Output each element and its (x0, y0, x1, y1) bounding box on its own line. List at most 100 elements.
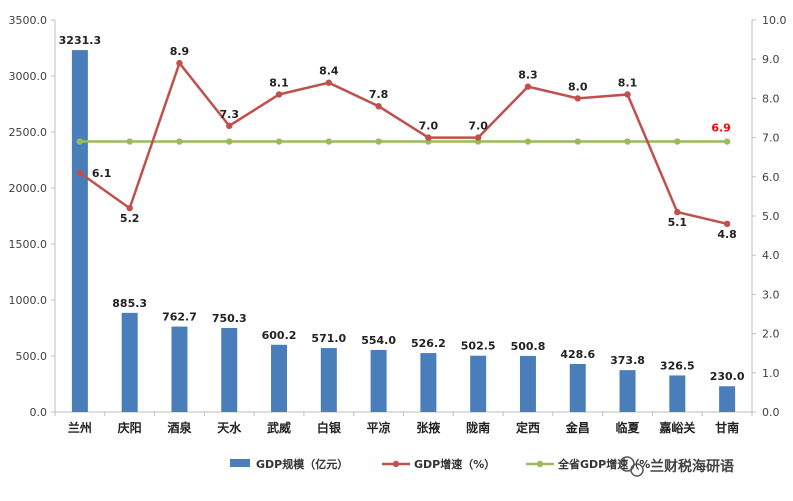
y-right-tick-label: 3.0 (762, 288, 780, 301)
y-left-tick-label: 2500.0 (9, 126, 48, 139)
bar-value-label: 502.5 (461, 340, 496, 353)
series-point (76, 169, 84, 177)
y-right-tick-label: 10.0 (762, 14, 787, 27)
line-value-label: 5.2 (120, 212, 140, 225)
legend-label: GDP规模（亿元） (256, 457, 348, 471)
line-value-label: 6.1 (92, 167, 112, 180)
y-left-tick-label: 0.0 (30, 406, 48, 419)
bar (271, 344, 288, 412)
bar-value-label: 762.7 (162, 311, 197, 324)
series-point (226, 138, 233, 145)
bar-value-label: 750.3 (212, 312, 247, 325)
legend: GDP规模（亿元） GDP增速（%） 全省GDP增速（% (230, 457, 650, 471)
series-point (176, 138, 183, 145)
series-point (275, 91, 283, 98)
y-left-tick-label: 1500.0 (9, 238, 48, 251)
y-right-tick-label: 9.0 (762, 53, 780, 66)
bars (71, 50, 736, 413)
legend-label: GDP增速（%） (414, 457, 495, 471)
wechat-icon (619, 456, 644, 477)
data-labels: 3231.3 885.3 762.7 750.3 600.2 571.0 554.0 526.… (59, 34, 745, 383)
line-value-label: 7.8 (369, 88, 389, 101)
series-point (574, 138, 581, 145)
x-tick-label: 定西 (516, 420, 540, 435)
bar-value-label: 428.6 (560, 348, 595, 361)
bar (519, 355, 536, 412)
series-point (126, 204, 133, 212)
y-right-tick-label: 7.0 (762, 132, 780, 145)
x-tick-label: 天水 (217, 420, 242, 435)
x-tick-label: 临夏 (616, 420, 641, 435)
bar-value-label: 230.0 (710, 370, 745, 383)
series-point (275, 138, 283, 145)
series-line (79, 60, 728, 226)
x-tick-label: 平凉 (367, 420, 391, 435)
line-value-label: 7.0 (419, 120, 439, 133)
line-value-label: 4.8 (717, 228, 737, 241)
bar-value-label: 554.0 (361, 334, 396, 347)
bar-value-label: 526.2 (411, 337, 446, 350)
y-left-tick-label: 3000.0 (9, 70, 48, 83)
bar-value-label: 326.5 (660, 359, 695, 372)
legend-marker (536, 460, 544, 468)
bar (470, 355, 487, 412)
axes: 0.0 500.0 1000.0 1500.0 2000.0 2500.0 3000.0 35… (9, 14, 787, 435)
y-right-tick-label: 6.0 (762, 171, 780, 184)
line-value-label: 8.4 (319, 65, 339, 78)
line-value-label: 8.0 (568, 80, 588, 93)
series-point (723, 138, 731, 145)
x-tick-label: 武威 (267, 420, 291, 435)
watermark-text: 兰财税海研语 (650, 458, 734, 475)
bar (569, 363, 586, 412)
y-right-tick-label: 0.0 (762, 406, 780, 419)
y-right-tick-label: 5.0 (762, 210, 780, 223)
series-point (624, 138, 631, 145)
bar (171, 326, 188, 412)
y-right-tick-label: 2.0 (762, 328, 780, 341)
bar-value-label: 500.8 (511, 340, 546, 353)
bar-value-label: 885.3 (112, 297, 147, 310)
y-right-tick-label: 8.0 (762, 92, 780, 105)
province-value-label: 6.9 (711, 122, 731, 135)
bar (719, 386, 736, 412)
series-point (325, 138, 333, 145)
line-value-label: 8.1 (618, 76, 638, 89)
y-left-tick-label: 3500.0 (9, 14, 48, 27)
series-point (126, 138, 133, 145)
series-point (76, 138, 84, 145)
bar (320, 348, 337, 412)
y-left-tick-label: 2000.0 (9, 182, 48, 195)
x-tick-label: 张掖 (416, 420, 440, 435)
bar (221, 327, 238, 412)
y-left-tick-label: 1000.0 (9, 294, 48, 307)
bar (420, 353, 437, 412)
series-point (524, 138, 532, 145)
series-point (375, 103, 382, 110)
x-tick-label: 酒泉 (167, 420, 192, 435)
line-value-label: 7.0 (468, 120, 488, 133)
line-value-label: 7.3 (220, 108, 240, 121)
series-point (624, 91, 631, 98)
x-tick-label: 嘉峪关 (658, 420, 695, 435)
line-value-label: 8.1 (269, 76, 289, 89)
series-point (375, 138, 382, 145)
series-point (176, 59, 183, 67)
series-point (674, 208, 681, 216)
series-point (226, 122, 233, 130)
series-point (425, 134, 432, 141)
line-value-label: 8.3 (518, 69, 538, 82)
series-point (524, 83, 532, 90)
bar (619, 370, 636, 412)
x-tick-label: 庆阳 (117, 420, 142, 435)
x-tick-label: 金昌 (565, 420, 590, 435)
lines (76, 59, 731, 228)
series-point (723, 220, 731, 228)
legend-label: 全省GDP增速（% (557, 457, 650, 471)
x-tick-label: 陇南 (466, 420, 490, 435)
series-point (574, 95, 581, 102)
watermark: 兰财税海研语 (619, 456, 734, 477)
legend-swatch (230, 459, 250, 467)
y-right-tick-label: 1.0 (762, 367, 780, 380)
